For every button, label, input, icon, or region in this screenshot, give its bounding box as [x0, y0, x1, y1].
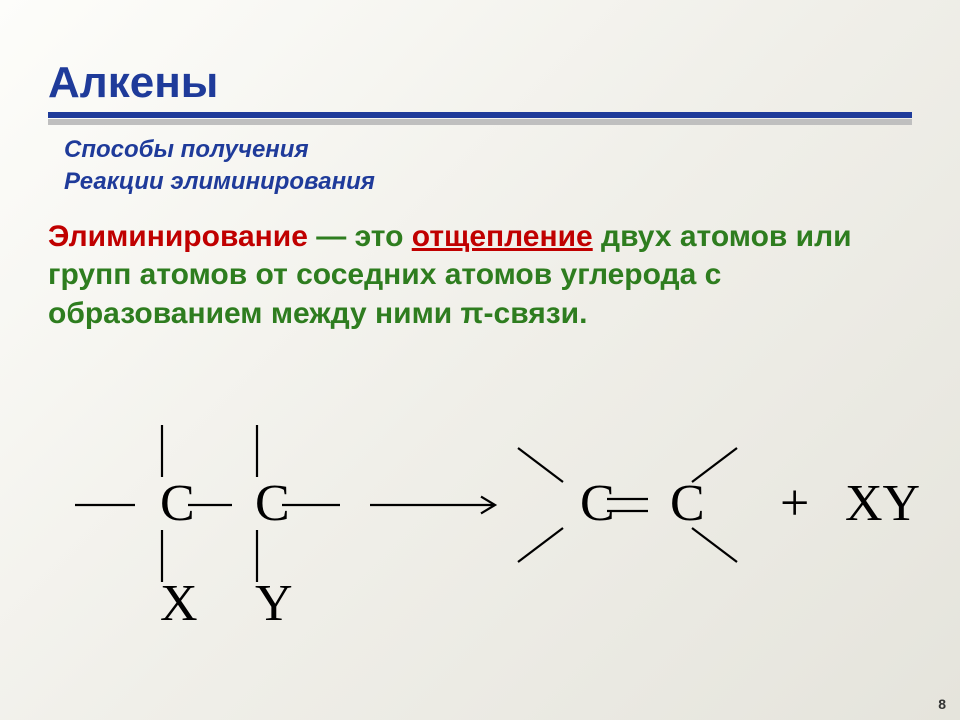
definition-term: Элиминирование: [48, 220, 308, 253]
subtitle-1: Способы получения: [64, 136, 309, 164]
atom-c1: C: [160, 475, 195, 532]
atom-pc2: C: [670, 475, 705, 532]
bond-p-ul: [518, 448, 563, 482]
reaction-diagram: C C X Y C C + XY: [40, 370, 920, 640]
subtitle-2: Реакции элиминирования: [64, 168, 375, 196]
atom-y: Y: [255, 575, 293, 632]
product-xy: XY: [845, 475, 920, 532]
definition-dash: — это: [316, 220, 411, 253]
page-number: 8: [938, 696, 946, 712]
title-text: Алкены: [48, 58, 218, 107]
page-title: Алкены: [48, 58, 218, 108]
bond-p-dl: [518, 528, 563, 562]
slide: Алкены Способы получения Реакции элимини…: [0, 0, 960, 720]
atom-pc1: C: [580, 475, 615, 532]
title-rule: [48, 112, 912, 118]
plus-sign: +: [780, 475, 809, 532]
definition-rest2: -связи.: [484, 297, 588, 330]
atom-x: X: [160, 575, 198, 632]
atom-c2: C: [255, 475, 290, 532]
reaction-arrow-icon: [370, 497, 495, 514]
definition-pi: π: [461, 297, 484, 330]
definition-emph: отщепление: [412, 220, 593, 253]
bond-p-dr: [692, 528, 737, 562]
definition-text: Элиминирование — это отщепление двух ато…: [48, 218, 918, 333]
